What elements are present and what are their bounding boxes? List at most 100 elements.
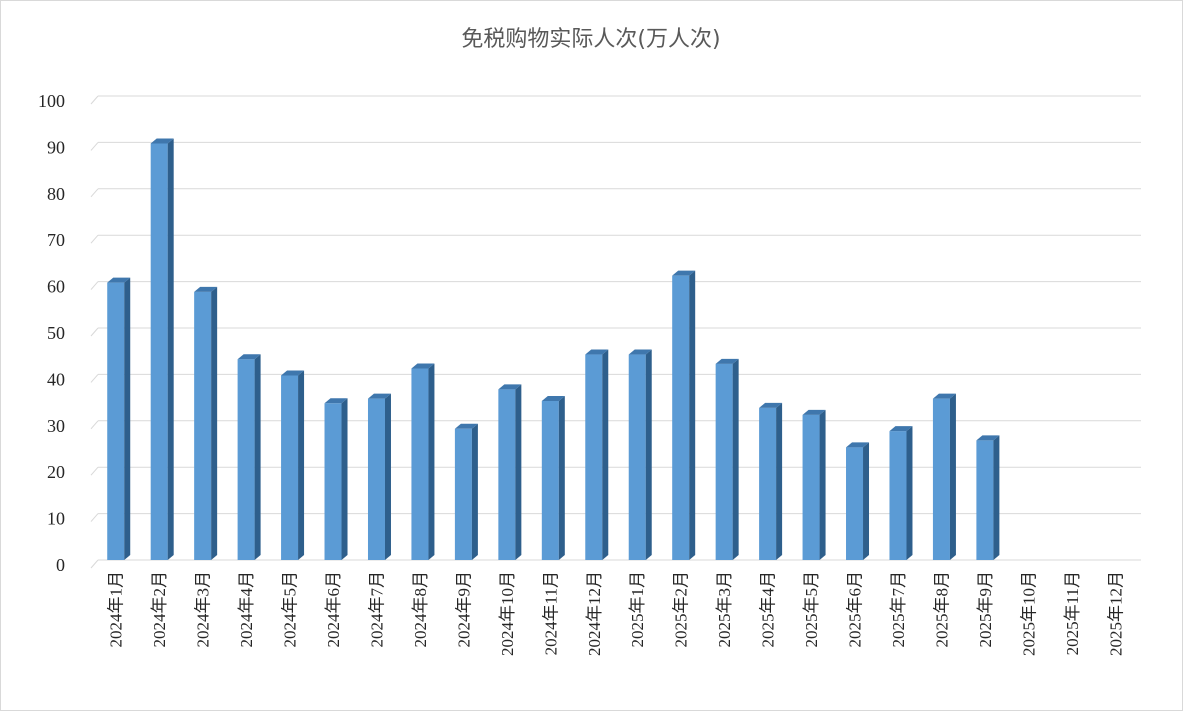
x-tick-label: 2024年7月 xyxy=(367,571,386,648)
bar-top xyxy=(367,393,391,399)
y-tick-label: 50 xyxy=(47,323,65,343)
bar-front xyxy=(541,400,559,560)
x-tick-label: 2024年2月 xyxy=(150,571,169,648)
gridline-diagonal xyxy=(90,466,99,476)
bar-front xyxy=(932,398,950,560)
y-tick-label: 0 xyxy=(56,555,65,575)
x-tick-label: 2024年11月 xyxy=(541,571,560,655)
y-tick-label: 80 xyxy=(47,184,65,204)
x-tick-label: 2025年1月 xyxy=(628,571,647,648)
bar-side xyxy=(949,393,956,560)
bar-front xyxy=(281,375,299,560)
gridline-diagonal xyxy=(90,188,99,198)
bar xyxy=(846,442,870,560)
bar-front xyxy=(150,143,168,560)
x-tick-label: 2024年9月 xyxy=(454,571,473,648)
y-tick-label: 10 xyxy=(47,509,65,529)
x-tick-label: 2024年4月 xyxy=(237,571,256,648)
grid-layer xyxy=(90,95,1141,569)
x-tick-label: 2025年10月 xyxy=(1019,571,1038,656)
bar-front xyxy=(628,354,646,560)
bar-top xyxy=(846,442,870,448)
bar-side xyxy=(645,349,652,560)
bar-front xyxy=(498,389,516,560)
gridline-diagonal xyxy=(90,513,99,522)
bar-top xyxy=(498,384,522,390)
x-tick-label: 2025年9月 xyxy=(976,571,995,648)
bar-front xyxy=(237,359,255,560)
y-tick-label: 100 xyxy=(38,91,65,111)
bar-front xyxy=(889,431,907,560)
bars xyxy=(107,138,1000,560)
x-tick-label: 2024年5月 xyxy=(281,571,300,648)
bar xyxy=(498,384,522,560)
gridline-diagonal xyxy=(90,374,99,383)
bar-side xyxy=(384,393,391,560)
bar-side xyxy=(732,358,739,560)
x-tick-label: 2024年12月 xyxy=(585,571,604,656)
bar-top xyxy=(759,402,783,408)
bar-top xyxy=(802,409,826,415)
bar-side xyxy=(298,370,305,560)
bar-top xyxy=(976,435,1000,441)
x-tick-label: 2025年8月 xyxy=(932,571,951,648)
bar-front xyxy=(672,275,690,560)
bar xyxy=(150,138,174,560)
x-tick-label: 2024年10月 xyxy=(498,571,517,656)
bar-side xyxy=(689,270,696,560)
bar-top xyxy=(672,270,696,276)
bar-front xyxy=(846,447,864,560)
bar xyxy=(194,286,218,560)
bar xyxy=(976,435,1000,560)
bar-top xyxy=(324,398,348,404)
bar-side xyxy=(993,435,1000,560)
bar-side xyxy=(428,363,435,560)
bar xyxy=(237,354,261,560)
bar xyxy=(759,402,783,560)
y-tick-label: 90 xyxy=(47,137,65,157)
bar xyxy=(107,277,131,560)
bar xyxy=(367,393,391,560)
bar xyxy=(889,426,913,560)
bar-front xyxy=(454,428,472,560)
bar xyxy=(715,358,739,560)
x-tick-label: 2025年7月 xyxy=(889,571,908,648)
bar xyxy=(541,395,565,560)
bar-side xyxy=(341,398,348,560)
gridline-diagonal xyxy=(90,327,99,337)
bar xyxy=(628,349,652,560)
gridline-diagonal xyxy=(90,281,99,290)
bar-top xyxy=(281,370,305,376)
bar-side xyxy=(819,409,826,560)
bar-front xyxy=(411,368,429,560)
bar-front xyxy=(107,282,125,560)
bar-top xyxy=(889,426,913,432)
bar-top xyxy=(194,286,218,292)
bar-top xyxy=(150,138,174,144)
bar-side xyxy=(211,286,218,560)
bar-side xyxy=(254,354,261,560)
bar-side xyxy=(515,384,522,560)
chart-title: 免税购物实际人次(万人次) xyxy=(461,27,720,52)
gridline-diagonal xyxy=(90,142,99,151)
x-axis-ticks: 2024年1月 2024年2月 2024年3月 2024年4月 2024年5月 2024年… xyxy=(107,571,1126,656)
bar-side xyxy=(124,277,131,560)
bar xyxy=(454,423,478,560)
bar-top xyxy=(454,423,478,429)
gridline-diagonal xyxy=(90,559,99,569)
bar xyxy=(802,409,826,560)
bar-front xyxy=(802,414,820,560)
bar-top xyxy=(715,358,739,364)
bar xyxy=(932,393,956,560)
bar-front xyxy=(976,440,994,560)
bar xyxy=(585,349,609,560)
gridline-diagonal xyxy=(90,420,99,430)
bar-side xyxy=(558,395,565,560)
bar-top xyxy=(628,349,652,355)
x-tick-label: 2025年5月 xyxy=(802,571,821,648)
y-tick-label: 40 xyxy=(47,369,65,389)
bar-front xyxy=(324,403,342,560)
gridline-diagonal xyxy=(90,234,99,244)
bar-top xyxy=(411,363,435,369)
